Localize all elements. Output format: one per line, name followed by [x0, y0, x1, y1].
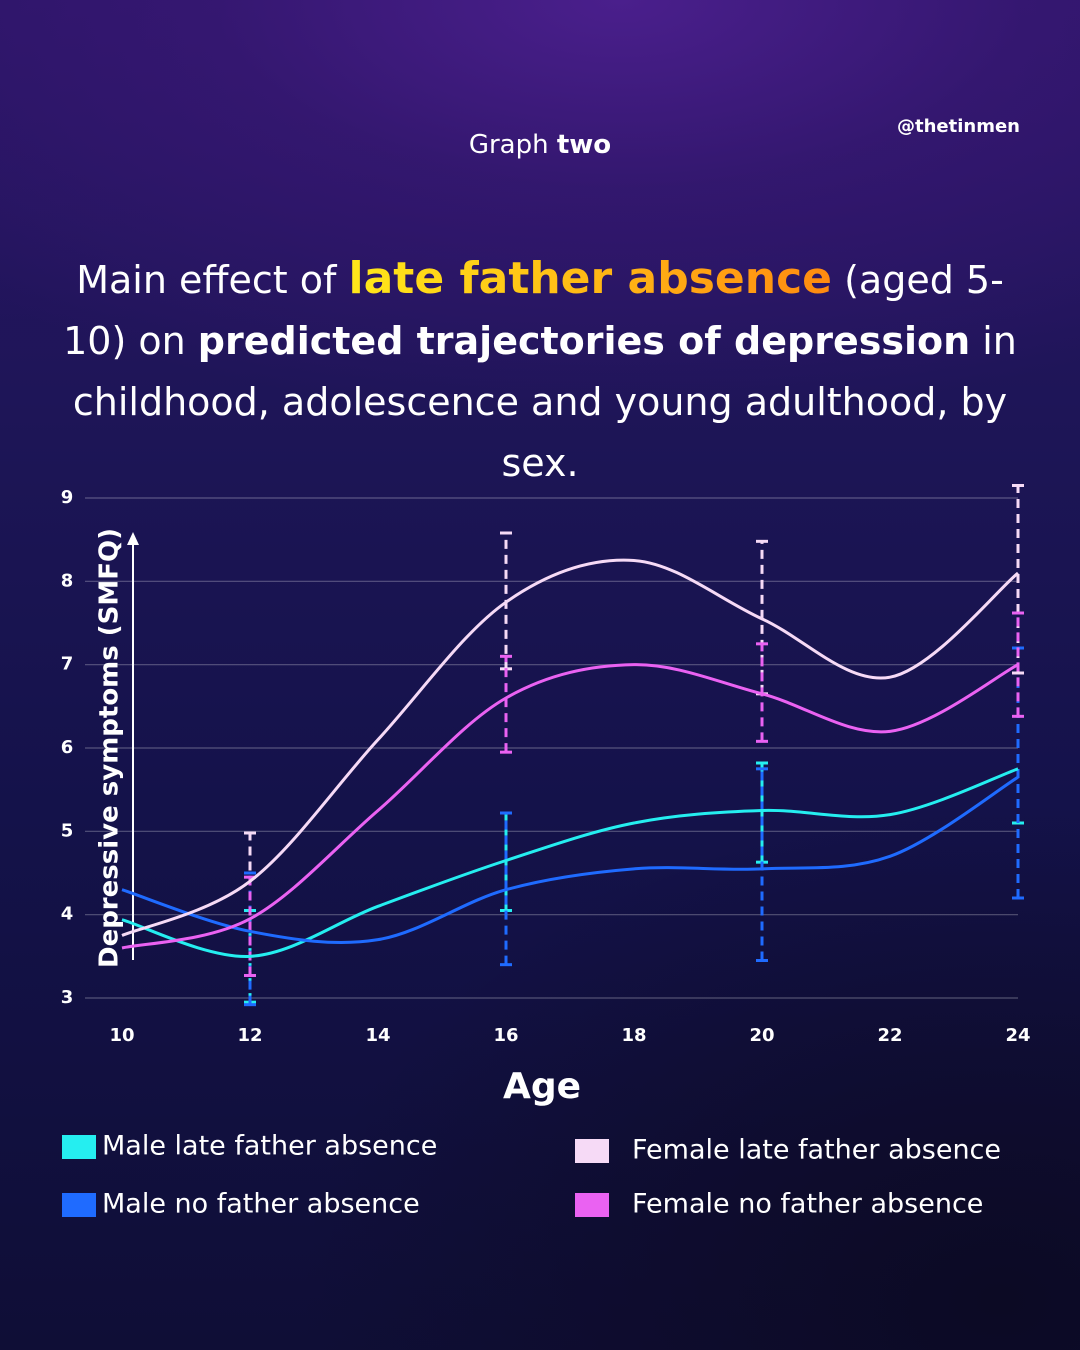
legend-label: Male late father absence — [102, 1131, 437, 1162]
legend-swatch — [575, 1139, 609, 1163]
y-tick-label: 7 — [61, 654, 74, 675]
graph-label: Graph two — [0, 130, 1080, 160]
label: Graph — [468, 130, 549, 160]
x-tick-label: 18 — [621, 1025, 646, 1046]
y-tick-label: 8 — [61, 570, 74, 591]
x-axis-label: Age — [503, 1066, 581, 1107]
y-tick-label: 4 — [61, 904, 74, 925]
series-line — [121, 663, 1019, 950]
handle: @thetinmen — [897, 116, 1020, 137]
legend-swatch — [62, 1193, 96, 1217]
x-tick-label: 14 — [365, 1025, 390, 1046]
y-tick-label: 6 — [61, 737, 74, 758]
series-line — [121, 558, 1019, 937]
title-bold: predicted trajectories of depression — [197, 319, 971, 363]
x-tick-label: 12 — [237, 1025, 262, 1046]
legend-label: Male no father absence — [102, 1189, 420, 1220]
y-axis-label: Depressive symptoms (SMFQ) — [95, 528, 125, 968]
title-highlight: late father absence — [348, 253, 832, 304]
error-bar — [1012, 611, 1024, 718]
y-tick-label: 3 — [61, 987, 74, 1008]
series-line — [121, 775, 1019, 944]
x-tick-label: 24 — [1005, 1025, 1030, 1046]
chart-title: Main effect of late father absence (aged… — [50, 248, 1030, 494]
legend-label: Female no father absence — [632, 1189, 983, 1220]
error-bar — [756, 767, 768, 962]
title-part: (aged 5-10) on — [63, 258, 1004, 363]
legend-swatch — [575, 1193, 609, 1217]
y-tick-label: 9 — [61, 487, 74, 508]
x-tick-label: 20 — [749, 1025, 774, 1046]
y-tick-label: 5 — [61, 820, 74, 841]
x-tick-label: 22 — [877, 1025, 902, 1046]
x-tick-label: 16 — [493, 1025, 518, 1046]
error-bar — [244, 875, 256, 977]
error-bar — [1012, 484, 1024, 675]
legend-label: Female late father absence — [632, 1135, 1001, 1166]
title-part: in childhood, adolescence and young adul… — [72, 319, 1017, 485]
legend-swatch — [62, 1135, 96, 1159]
x-tick-label: 10 — [109, 1025, 134, 1046]
error-bar — [500, 654, 512, 754]
label-bold: two — [556, 130, 612, 160]
arrow-head — [127, 532, 139, 545]
series-line — [121, 767, 1019, 958]
title-part: Main effect of — [76, 258, 337, 302]
